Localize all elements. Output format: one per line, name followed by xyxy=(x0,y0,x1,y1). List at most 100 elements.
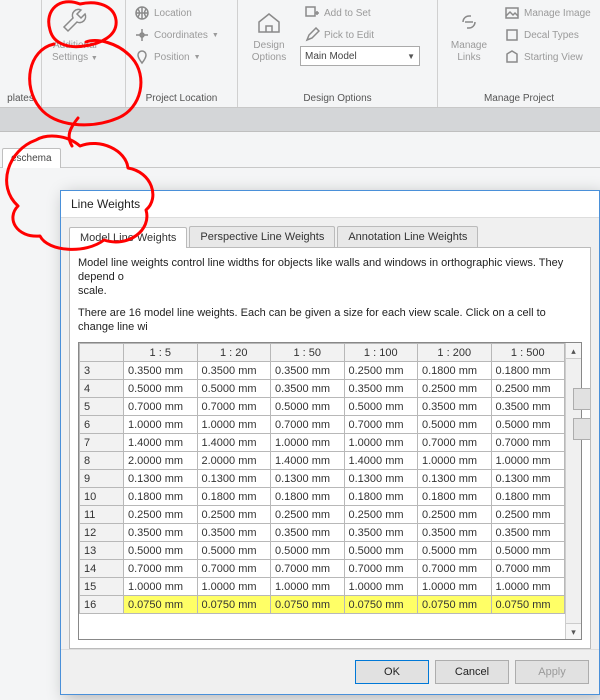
grid-cell[interactable]: 0.3500 mm xyxy=(418,524,492,542)
grid-cell[interactable]: 0.3500 mm xyxy=(491,524,565,542)
row-header[interactable]: 14 xyxy=(80,560,124,578)
tab-perspective-line-weights[interactable]: Perspective Line Weights xyxy=(189,226,335,247)
grid-cell[interactable]: 1.4000 mm xyxy=(344,452,418,470)
grid-cell[interactable]: 0.1800 mm xyxy=(418,362,492,380)
grid-cell[interactable]: 1.4000 mm xyxy=(124,434,198,452)
grid-cell[interactable]: 0.5000 mm xyxy=(124,380,198,398)
grid-cell[interactable]: 1.0000 mm xyxy=(344,578,418,596)
grid-cell[interactable]: 0.0750 mm xyxy=(418,596,492,614)
grid-cell[interactable]: 0.1300 mm xyxy=(124,470,198,488)
grid-cell[interactable]: 0.7000 mm xyxy=(271,416,345,434)
grid-cell[interactable]: 1.0000 mm xyxy=(491,578,565,596)
grid-cell[interactable]: 0.5000 mm xyxy=(271,398,345,416)
grid-cell[interactable]: 0.3500 mm xyxy=(271,362,345,380)
column-header[interactable]: 1 : 200 xyxy=(418,344,492,362)
scroll-down-icon[interactable]: ▾ xyxy=(566,623,581,639)
grid-cell[interactable]: 1.0000 mm xyxy=(124,416,198,434)
grid-cell[interactable]: 1.0000 mm xyxy=(344,434,418,452)
grid-cell[interactable]: 0.3500 mm xyxy=(124,362,198,380)
grid-cell[interactable]: 1.0000 mm xyxy=(197,578,271,596)
starting-view-button[interactable]: Starting View xyxy=(500,46,595,68)
grid-cell[interactable]: 0.7000 mm xyxy=(418,560,492,578)
row-header[interactable]: 8 xyxy=(80,452,124,470)
column-header[interactable]: 1 : 5 xyxy=(124,344,198,362)
grid-cell[interactable]: 0.3500 mm xyxy=(491,398,565,416)
pick-to-edit-button[interactable]: Pick to Edit xyxy=(300,24,420,46)
additional-settings-button[interactable]: Additional Settings ▼ xyxy=(46,2,104,65)
grid-cell[interactable]: 0.1300 mm xyxy=(197,470,271,488)
grid-cell[interactable]: 0.5000 mm xyxy=(418,416,492,434)
grid-cell[interactable]: 0.5000 mm xyxy=(491,416,565,434)
grid-cell[interactable]: 0.1800 mm xyxy=(124,488,198,506)
column-header[interactable] xyxy=(80,344,124,362)
row-header[interactable]: 13 xyxy=(80,542,124,560)
grid-cell[interactable]: 0.3500 mm xyxy=(271,524,345,542)
grid-cell[interactable]: 0.7000 mm xyxy=(197,398,271,416)
line-weights-grid[interactable]: 1 : 51 : 201 : 501 : 1001 : 2001 : 500 3… xyxy=(78,342,582,640)
grid-cell[interactable]: 0.3500 mm xyxy=(271,380,345,398)
grid-cell[interactable]: 0.5000 mm xyxy=(344,398,418,416)
coordinates-button[interactable]: Coordinates ▼ xyxy=(130,24,223,46)
grid-cell[interactable]: 1.4000 mm xyxy=(197,434,271,452)
grid-cell[interactable]: 0.0750 mm xyxy=(344,596,418,614)
row-header[interactable]: 3 xyxy=(80,362,124,380)
grid-cell[interactable]: 0.3500 mm xyxy=(344,524,418,542)
decal-types-button[interactable]: Decal Types xyxy=(500,24,595,46)
column-header[interactable]: 1 : 500 xyxy=(491,344,565,362)
grid-cell[interactable]: 0.1300 mm xyxy=(344,470,418,488)
cancel-button[interactable]: Cancel xyxy=(435,660,509,684)
position-button[interactable]: Position ▼ xyxy=(130,46,223,68)
tab-annotation-line-weights[interactable]: Annotation Line Weights xyxy=(337,226,478,247)
grid-cell[interactable]: 0.1300 mm xyxy=(271,470,345,488)
design-option-combo[interactable]: Main Model ▼ xyxy=(300,46,420,66)
grid-cell[interactable]: 0.7000 mm xyxy=(271,560,345,578)
grid-cell[interactable]: 1.0000 mm xyxy=(197,416,271,434)
grid-cell[interactable]: 0.3500 mm xyxy=(197,524,271,542)
grid-cell[interactable]: 0.7000 mm xyxy=(344,416,418,434)
design-options-button[interactable]: Design Options xyxy=(242,2,296,64)
grid-cell[interactable]: 0.1300 mm xyxy=(418,470,492,488)
grid-cell[interactable]: 1.0000 mm xyxy=(418,578,492,596)
location-button[interactable]: Location xyxy=(130,2,223,24)
grid-cell[interactable]: 0.2500 mm xyxy=(271,506,345,524)
grid-cell[interactable]: 0.2500 mm xyxy=(418,506,492,524)
grid-cell[interactable]: 0.7000 mm xyxy=(491,560,565,578)
row-header[interactable]: 9 xyxy=(80,470,124,488)
grid-cell[interactable]: 0.0750 mm xyxy=(491,596,565,614)
tab-model-line-weights[interactable]: Model Line Weights xyxy=(69,227,187,248)
row-header[interactable]: 16 xyxy=(80,596,124,614)
grid-cell[interactable]: 0.3500 mm xyxy=(197,362,271,380)
grid-cell[interactable]: 0.7000 mm xyxy=(418,434,492,452)
grid-cell[interactable]: 0.5000 mm xyxy=(124,542,198,560)
grid-cell[interactable]: 1.0000 mm xyxy=(491,452,565,470)
grid-cell[interactable]: 0.7000 mm xyxy=(124,398,198,416)
add-to-set-button[interactable]: Add to Set xyxy=(300,2,420,24)
side-button-2[interactable] xyxy=(573,418,591,440)
row-header[interactable]: 10 xyxy=(80,488,124,506)
grid-cell[interactable]: 0.2500 mm xyxy=(491,380,565,398)
apply-button[interactable]: Apply xyxy=(515,660,589,684)
grid-cell[interactable]: 0.5000 mm xyxy=(344,542,418,560)
grid-cell[interactable]: 0.3500 mm xyxy=(344,380,418,398)
grid-cell[interactable]: 0.0750 mm xyxy=(124,596,198,614)
row-header[interactable]: 11 xyxy=(80,506,124,524)
grid-cell[interactable]: 0.2500 mm xyxy=(124,506,198,524)
grid-cell[interactable]: 0.1800 mm xyxy=(491,362,565,380)
grid-cell[interactable]: 1.0000 mm xyxy=(271,578,345,596)
grid-cell[interactable]: 1.0000 mm xyxy=(271,434,345,452)
grid-cell[interactable]: 0.2500 mm xyxy=(344,506,418,524)
scroll-up-icon[interactable]: ▴ xyxy=(566,343,581,359)
grid-cell[interactable]: 0.2500 mm xyxy=(418,380,492,398)
row-header[interactable]: 12 xyxy=(80,524,124,542)
ok-button[interactable]: OK xyxy=(355,660,429,684)
grid-cell[interactable]: 0.7000 mm xyxy=(491,434,565,452)
grid-cell[interactable]: 0.7000 mm xyxy=(124,560,198,578)
row-header[interactable]: 7 xyxy=(80,434,124,452)
grid-cell[interactable]: 1.0000 mm xyxy=(418,452,492,470)
column-header[interactable]: 1 : 20 xyxy=(197,344,271,362)
grid-cell[interactable]: 0.0750 mm xyxy=(271,596,345,614)
grid-cell[interactable]: 0.1800 mm xyxy=(418,488,492,506)
grid-cell[interactable]: 0.1800 mm xyxy=(344,488,418,506)
side-button-1[interactable] xyxy=(573,388,591,410)
column-header[interactable]: 1 : 100 xyxy=(344,344,418,362)
